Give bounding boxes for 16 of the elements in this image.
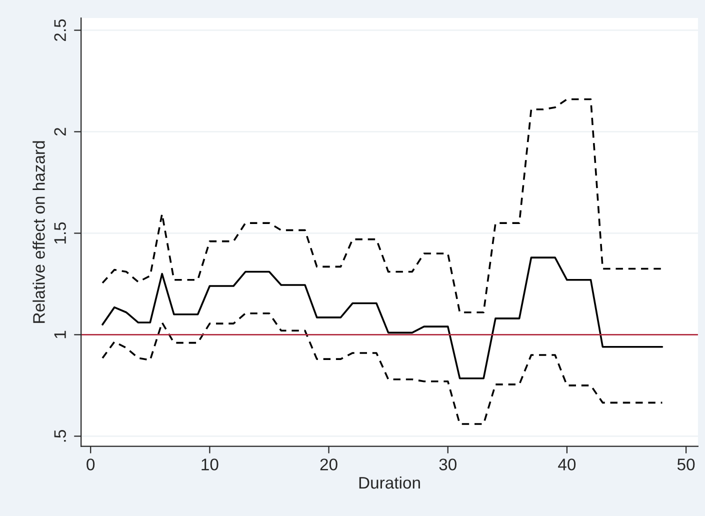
y-tick-label: 1.5 [54,222,66,244]
x-tick-label: 30 [439,458,456,470]
y-tick-label: 2 [54,128,66,136]
y-tick-label: .5 [54,430,66,442]
x-tick-label: 50 [677,458,695,470]
x-axis-title: Duration [359,476,420,489]
y-tick-label: 1 [54,330,66,338]
x-tick-label: 0 [86,458,95,470]
x-tick-label: 40 [558,458,576,470]
line-series [102,98,664,314]
line-series [102,312,664,425]
y-tick-label: 2.5 [54,19,66,41]
y-axis-title: Relative effect on hazard [32,141,45,323]
x-tick-label: 20 [320,458,338,470]
x-tick-label: 10 [202,458,218,470]
line-series [102,256,664,380]
